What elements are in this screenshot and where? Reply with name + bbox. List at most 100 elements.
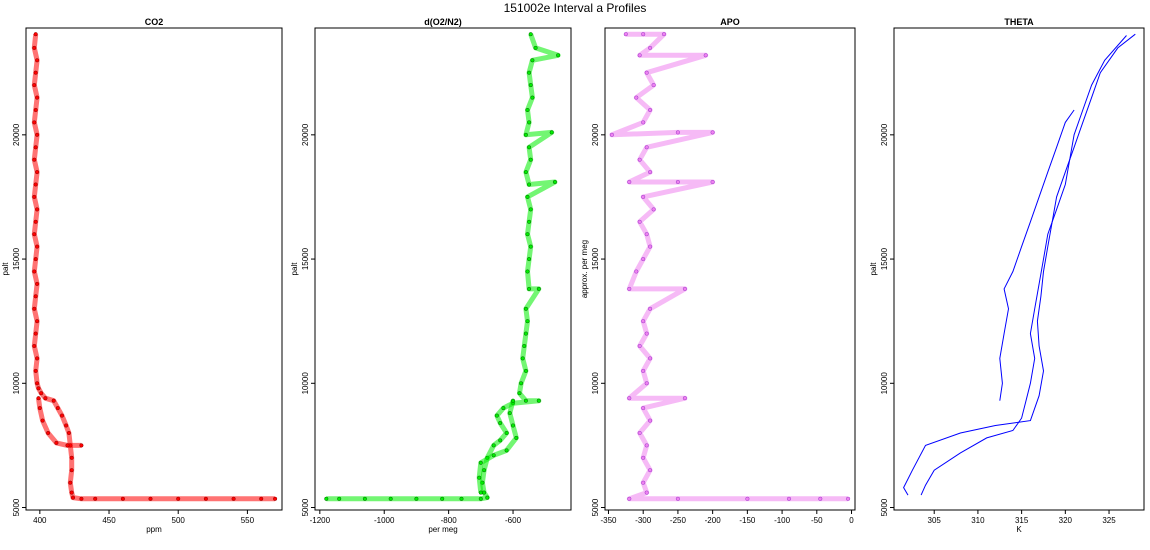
- data-point: [35, 381, 40, 386]
- data-point: [528, 157, 533, 162]
- data-point: [627, 396, 632, 401]
- data-point: [648, 356, 653, 361]
- y-tick-label: 15000: [12, 247, 21, 270]
- panel-title: d(O2/N2): [424, 17, 462, 27]
- data-point: [79, 496, 84, 501]
- data-point: [39, 391, 44, 396]
- y-axis-label: palt: [290, 262, 299, 276]
- data-point: [661, 32, 667, 37]
- data-point: [682, 286, 687, 291]
- data-point: [522, 343, 527, 349]
- data-point: [627, 496, 632, 501]
- chart-panel-1: CO2 400 450 500 550 5000 10000 15000 20000 ppm pal…: [1, 17, 283, 534]
- y-axis-label: palt: [869, 262, 878, 276]
- series-trace-1: [31, 33, 276, 502]
- data-point: [644, 232, 649, 237]
- data-point: [675, 130, 680, 135]
- x-axis-label: per meg: [428, 525, 457, 534]
- data-point: [527, 257, 532, 262]
- data-point: [634, 95, 639, 100]
- x-tick-label: 550: [241, 516, 255, 525]
- data-point: [35, 244, 40, 249]
- y-tick-label: 5000: [12, 498, 21, 516]
- data-point: [648, 45, 653, 50]
- data-point: [523, 132, 528, 137]
- x-tick-label: -200: [705, 516, 722, 525]
- data-point: [498, 438, 503, 443]
- data-point: [70, 495, 76, 500]
- data-point: [623, 32, 628, 37]
- chart-panel-3: APO -350 -300 -250 -200 -150 -100 -50 0 5000 10000…: [580, 17, 856, 525]
- data-point: [69, 455, 74, 460]
- data-point: [644, 331, 649, 336]
- data-point: [536, 398, 541, 403]
- data-point: [498, 420, 503, 426]
- x-axis-label: K: [1016, 525, 1022, 534]
- data-point: [818, 496, 823, 501]
- data-point: [525, 194, 530, 199]
- plot-frame: [604, 27, 856, 511]
- data-point: [648, 306, 653, 311]
- data-point: [68, 480, 73, 485]
- data-point: [176, 496, 181, 501]
- data-point: [93, 496, 98, 501]
- data-point: [527, 70, 532, 75]
- x-tick-label: -350: [600, 516, 617, 525]
- x-tick-label: -250: [670, 516, 687, 525]
- data-point: [527, 120, 532, 125]
- x-axis-label: ppm: [146, 525, 162, 534]
- data-point: [65, 443, 70, 448]
- data-point: [477, 475, 482, 480]
- data-point: [519, 381, 524, 386]
- data-point: [32, 83, 37, 88]
- data-point: [846, 496, 851, 501]
- data-point: [528, 207, 533, 212]
- y-tick-label: 20000: [880, 123, 889, 146]
- data-point: [35, 207, 40, 212]
- y-axis-label: palt: [1, 262, 10, 276]
- data-point: [710, 179, 715, 185]
- figure-title: 151002e Interval a Profiles: [504, 1, 647, 15]
- data-point: [504, 430, 509, 436]
- data-point: [35, 356, 40, 361]
- data-point: [528, 244, 533, 249]
- data-point: [525, 269, 530, 274]
- plot-frame: [893, 27, 1145, 511]
- data-point: [36, 396, 41, 401]
- data-point: [64, 423, 69, 428]
- data-point: [641, 120, 646, 125]
- data-point: [35, 319, 40, 324]
- data-point: [641, 368, 646, 373]
- data-point: [745, 496, 750, 501]
- data-point: [69, 468, 74, 473]
- data-point: [644, 381, 649, 386]
- plot-area: [609, 31, 851, 502]
- data-point: [273, 496, 278, 501]
- data-point: [648, 170, 653, 175]
- data-point: [388, 496, 393, 501]
- data-point: [459, 496, 464, 501]
- y-tick-label: 20000: [12, 123, 21, 146]
- data-point: [648, 107, 653, 113]
- data-point: [523, 398, 528, 403]
- y-tick-label: 15000: [591, 247, 600, 270]
- data-point: [637, 157, 642, 162]
- data-point: [33, 294, 38, 299]
- data-point: [549, 130, 554, 135]
- data-point: [324, 496, 329, 501]
- data-point: [641, 406, 646, 411]
- panel-title: CO2: [145, 17, 164, 27]
- data-point: [33, 182, 38, 187]
- data-point: [641, 32, 646, 37]
- data-point: [648, 418, 653, 423]
- data-point: [55, 406, 60, 411]
- data-point: [203, 496, 208, 501]
- data-point: [533, 45, 538, 50]
- data-point: [440, 496, 445, 501]
- data-point: [556, 53, 561, 58]
- data-point: [33, 32, 38, 37]
- series-trace-1: [326, 33, 561, 502]
- y-tick-label: 10000: [12, 372, 21, 395]
- data-point: [523, 331, 528, 336]
- data-point: [527, 219, 532, 224]
